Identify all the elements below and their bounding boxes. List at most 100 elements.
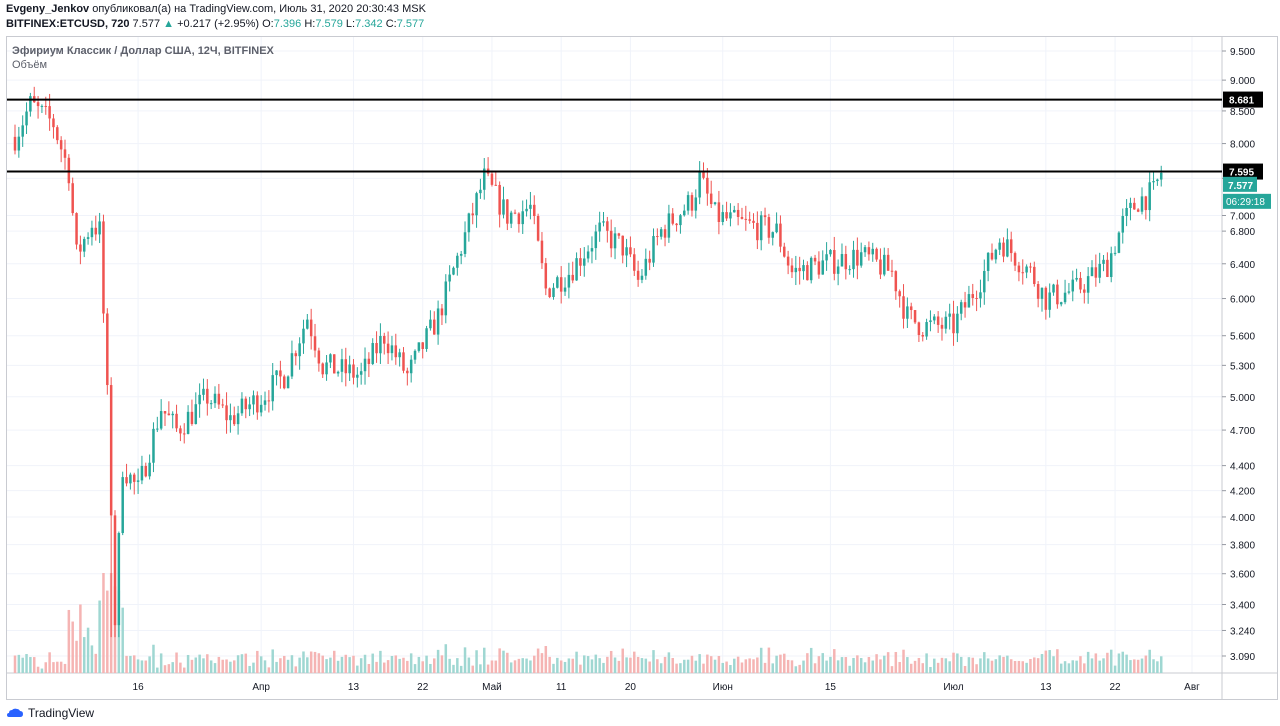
level-price-tag [1223, 91, 1263, 108]
high-value: 7.579 [315, 18, 343, 30]
x-tick-label: 22 [1110, 682, 1122, 693]
candle-body [740, 216, 744, 219]
candle-body [1140, 196, 1144, 212]
volume-bar [848, 665, 851, 673]
candle-body [990, 252, 994, 260]
volume-bar [256, 650, 259, 673]
price-chart[interactable]: 9.5009.0008.5008.0007.5007.0006.8006.400… [0, 0, 1280, 700]
volume-bar [709, 656, 713, 673]
y-tick-label: 7.000 [1230, 212, 1255, 223]
volume-bar [617, 660, 621, 673]
volume-bar [909, 663, 913, 673]
volume-bar [717, 655, 721, 673]
volume-bar [790, 660, 794, 673]
volume-bar [452, 664, 455, 673]
candle-body [867, 247, 871, 255]
y-tick-label: 6.800 [1230, 227, 1255, 238]
candle-body [348, 364, 351, 374]
candle-body [13, 136, 17, 151]
author-name[interactable]: Evgeny_Jenkov [6, 3, 90, 15]
candle-body [1090, 267, 1094, 277]
level-price-tag [1223, 163, 1263, 180]
volume-bar [740, 662, 744, 673]
volume-bar [59, 661, 63, 673]
footer[interactable]: TradingView [6, 703, 94, 723]
candle-body [856, 249, 859, 266]
volume-bar [806, 653, 809, 673]
candle-body [606, 221, 609, 231]
volume-bar [798, 664, 801, 673]
volume-bar [394, 655, 398, 673]
volume-bar [529, 660, 532, 673]
volume-bar [75, 640, 78, 673]
volume-bar [613, 657, 617, 673]
candle-body [1148, 182, 1151, 211]
candle-body [221, 404, 224, 406]
candle-body [67, 157, 71, 184]
volume-bar [733, 658, 736, 673]
volume-bar [140, 660, 144, 673]
y-tick-label: 6.400 [1230, 260, 1255, 271]
candle-body [44, 105, 48, 107]
candle-body [29, 96, 32, 112]
candle-body [452, 267, 455, 275]
volume-bar [317, 653, 321, 673]
volume-bar [498, 648, 501, 673]
volume-bar [44, 662, 48, 673]
candle-body [983, 270, 986, 293]
candle-body [286, 376, 290, 389]
y-tick-label: 5.600 [1230, 332, 1255, 343]
candle-body [390, 345, 394, 354]
volume-bar [490, 660, 494, 673]
candle-body [794, 267, 798, 273]
volume-bar [259, 656, 263, 673]
candle-body [302, 328, 305, 344]
candle-body [383, 335, 386, 344]
candle-body [917, 322, 921, 336]
volume-bar [1040, 654, 1044, 673]
candle-body [21, 125, 24, 137]
legend-volume: Объём [12, 59, 48, 71]
candle-body [271, 375, 274, 402]
volume-bar [975, 664, 978, 673]
volume-bar [282, 655, 286, 673]
volume-bar [875, 654, 878, 673]
volume-bar [271, 649, 274, 673]
candle-body [1129, 202, 1132, 208]
candle-body [529, 204, 532, 209]
x-tick-label: 13 [348, 682, 360, 693]
candle-body [1063, 292, 1067, 303]
candle-body [186, 411, 190, 434]
candle-body [748, 219, 751, 221]
x-tick-label: Авг [1184, 682, 1200, 693]
candle-body [986, 252, 990, 271]
countdown-label: 06:29:18 [1226, 197, 1265, 208]
volume-bar [802, 660, 805, 673]
close-label: C: [385, 18, 397, 30]
volume-bar [744, 659, 748, 673]
chart-frame [6, 36, 1278, 700]
candle-body [729, 212, 732, 219]
volume-bar [1071, 660, 1075, 673]
candle-body [671, 213, 674, 224]
volume-bar [79, 604, 82, 673]
volume-bar [1125, 654, 1128, 673]
candle-body [333, 354, 336, 374]
volume-bar [486, 664, 490, 673]
candle-body [148, 462, 151, 477]
volume-bar [429, 663, 432, 673]
y-tick-label: 8.500 [1230, 107, 1255, 118]
volume-bar [752, 659, 755, 673]
candle-body [459, 253, 463, 256]
candle-body [698, 171, 701, 198]
candle-body [513, 212, 517, 214]
candle-body [398, 352, 401, 358]
volume-bar [167, 664, 171, 673]
volume-bar [425, 655, 428, 673]
candle-body [571, 274, 574, 281]
volume-bar [159, 653, 163, 673]
candle-body [63, 149, 67, 158]
candle-body [313, 336, 317, 351]
candle-body [52, 118, 55, 128]
candle-body [890, 270, 894, 272]
